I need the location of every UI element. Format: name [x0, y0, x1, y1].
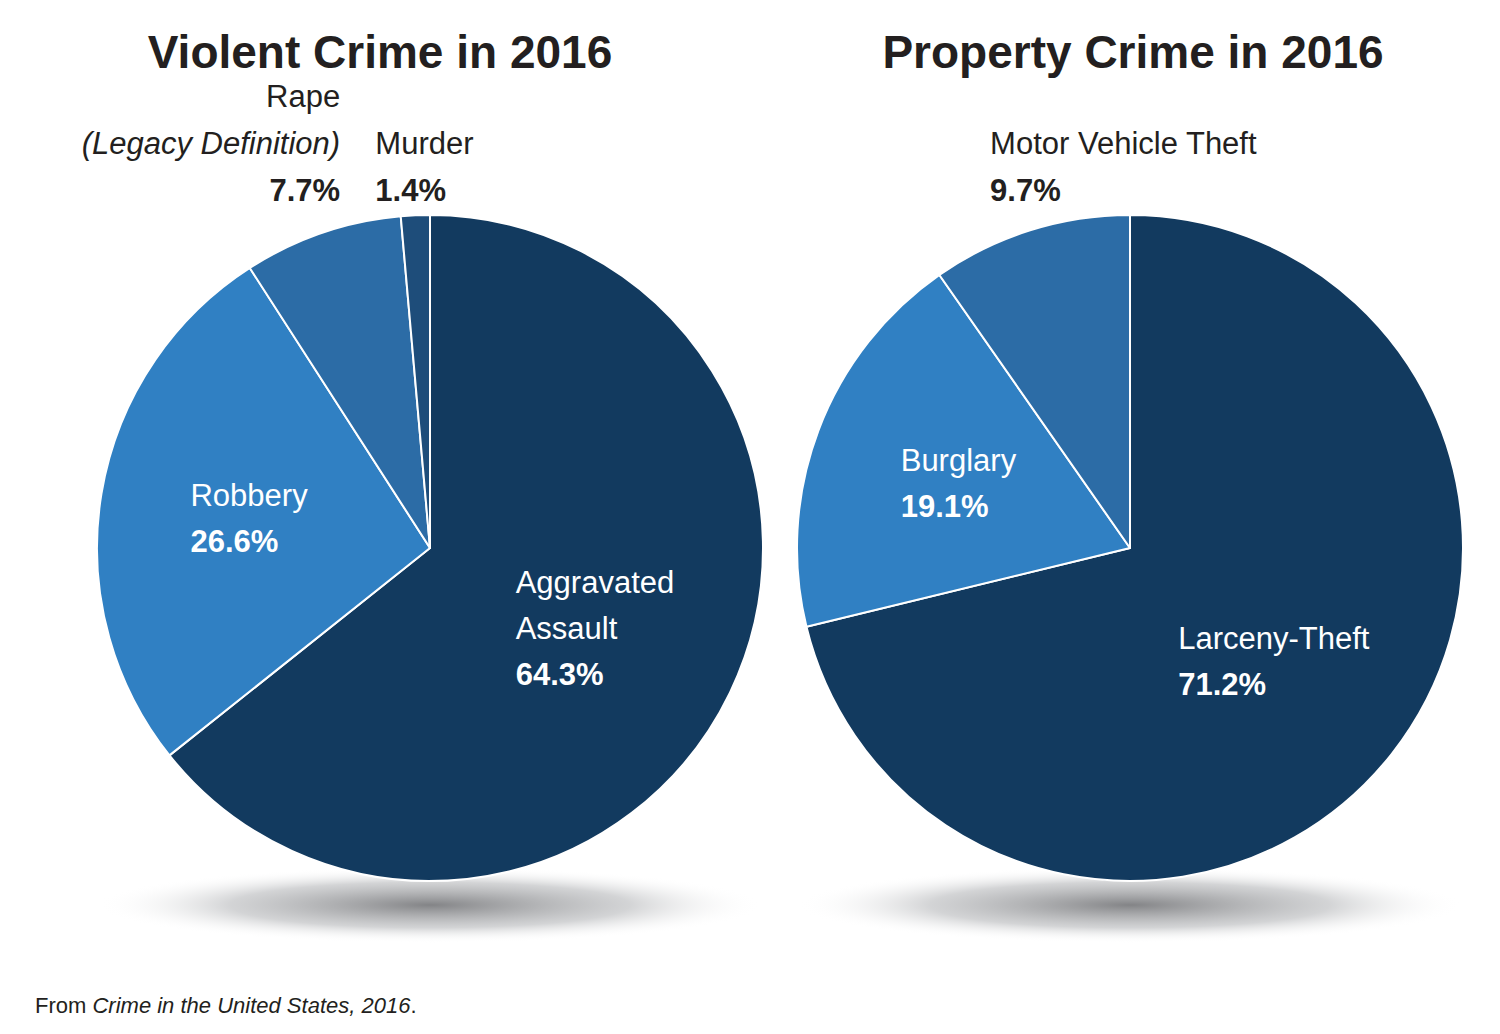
category-label: Motor Vehicle Theft [990, 126, 1257, 161]
category-label: Larceny-Theft [1178, 621, 1370, 656]
chart-title: Violent Crime in 2016 [148, 26, 612, 78]
chart-title: Property Crime in 2016 [882, 26, 1383, 78]
category-label: Murder [375, 126, 473, 161]
pie-chart: Property Crime in 2016 Larceny-Theft 71.2%… [797, 26, 1463, 943]
slices [797, 215, 1463, 881]
label-line: Aggravated [516, 565, 675, 600]
value-label: 64.3% [516, 657, 604, 692]
value-label: 9.7% [990, 173, 1061, 208]
value-label: 1.4% [375, 173, 446, 208]
value-label: 26.6% [190, 524, 278, 559]
source-suffix: . [410, 993, 416, 1018]
source-note: From Crime in the United States, 2016. [35, 993, 417, 1018]
category-label: Aggravated Assault [516, 565, 675, 646]
source-title: Crime in the United States, 2016 [92, 993, 411, 1018]
pie-chart: Violent Crime in 2016 Aggravated Assault 64… [82, 26, 763, 943]
slice-label: Robbery 26.6% [190, 478, 308, 559]
pie-slice [401, 215, 430, 548]
label-line: Burglary [901, 443, 1017, 478]
category-label: Burglary [901, 443, 1017, 478]
category-label: Rape (Legacy Definition) [82, 79, 340, 161]
value-label: 71.2% [1178, 667, 1266, 702]
labels: Larceny-Theft 71.2% Burglary 19.1% Motor Veh… [901, 126, 1370, 702]
slice-label: Larceny-Theft 71.2% [1178, 621, 1370, 702]
source-prefix: From [35, 993, 92, 1018]
value-label: 7.7% [269, 173, 340, 208]
labels: Aggravated Assault 64.3% Robbery 26.6% Rape (L… [82, 79, 675, 692]
label-line: Larceny-Theft [1178, 621, 1370, 656]
page: {"chart_data": [ {"type": "pie", "title"… [0, 0, 1500, 1034]
value-label: 19.1% [901, 489, 989, 524]
label-line: (Legacy Definition) [82, 126, 340, 161]
label-line: Motor Vehicle Theft [990, 126, 1257, 161]
category-label: Robbery [190, 478, 308, 513]
label-line: Robbery [190, 478, 308, 513]
label-line: Rape [266, 79, 340, 114]
slice-label: Burglary 19.1% [901, 443, 1017, 524]
slice-label: Aggravated Assault 64.3% [516, 565, 675, 692]
label-line: Assault [516, 611, 618, 646]
slices [97, 215, 763, 881]
chart-canvas: Violent Crime in 2016 Aggravated Assault 64… [0, 0, 1500, 1034]
label-line: Murder [375, 126, 473, 161]
